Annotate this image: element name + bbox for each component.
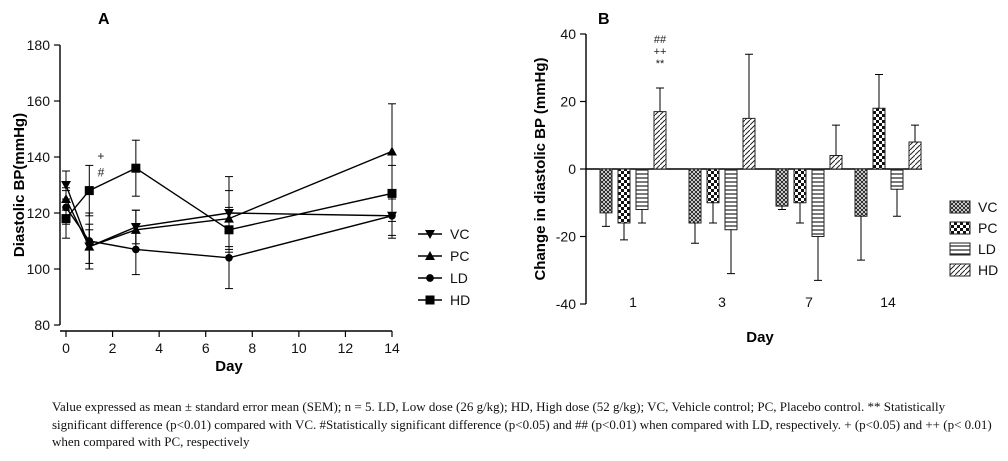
panel-a-ytick-label: 100 bbox=[27, 261, 51, 277]
data-point bbox=[387, 188, 397, 198]
panel-b-ytick-label: 20 bbox=[560, 94, 576, 110]
bar bbox=[793, 168, 807, 204]
series-vc bbox=[599, 168, 868, 261]
panel-a-y-axis-title: Diastolic BP(mmHg) bbox=[11, 113, 28, 257]
caption-text: Value expressed as mean ± standard error… bbox=[52, 399, 992, 449]
series-pc bbox=[617, 74, 886, 241]
data-point bbox=[387, 146, 397, 156]
significance-marker: ** bbox=[656, 58, 665, 70]
panel-a-xtick-label: 4 bbox=[155, 340, 163, 356]
data-point bbox=[84, 186, 94, 196]
series-hd bbox=[653, 53, 922, 170]
panel-b-category-label: 7 bbox=[805, 294, 813, 310]
panel-b-y-axis-title: Change in diastolic BP (mmHg) bbox=[532, 57, 549, 280]
panel-b-label: B bbox=[598, 11, 610, 28]
panel-a-xtick-label: 12 bbox=[338, 340, 354, 356]
data-point bbox=[224, 225, 234, 235]
bar bbox=[706, 168, 720, 204]
legend-label: PC bbox=[450, 248, 469, 264]
panel-b-category-label: 14 bbox=[880, 294, 896, 310]
panel-a-xtick-label: 10 bbox=[291, 340, 307, 356]
panel-a-ytick-label: 180 bbox=[27, 37, 51, 53]
panel-a-xtick-label: 2 bbox=[109, 340, 117, 356]
data-point bbox=[225, 253, 233, 262]
legend-label: LD bbox=[978, 241, 996, 257]
data-point bbox=[61, 214, 71, 224]
significance-marker: + bbox=[97, 149, 104, 163]
legend-label: PC bbox=[978, 220, 997, 236]
bar bbox=[724, 168, 738, 231]
significance-marker: ## bbox=[654, 34, 667, 46]
panel-a-label: A bbox=[98, 11, 110, 28]
panel-b-ytick-label: -20 bbox=[556, 229, 576, 245]
panel-b-category-label: 3 bbox=[718, 294, 726, 310]
panel-a-ytick-label: 120 bbox=[27, 205, 51, 221]
panel-a-xtick-label: 8 bbox=[248, 340, 256, 356]
legend-label: VC bbox=[450, 226, 469, 242]
legend-swatch bbox=[949, 242, 971, 256]
legend-label: HD bbox=[978, 262, 998, 278]
legend-marker bbox=[425, 251, 435, 261]
panel-b: B -40 -20 0 20 40 1 3 7 14 Day Change in diastolic … bbox=[532, 11, 998, 346]
legend-marker bbox=[426, 274, 434, 282]
panel-a-ytick-label: 140 bbox=[27, 149, 51, 165]
data-point bbox=[132, 245, 140, 254]
bar bbox=[854, 168, 868, 217]
data-point bbox=[85, 237, 94, 245]
panel-b-ytick-label: 40 bbox=[560, 26, 576, 42]
bar bbox=[829, 155, 843, 170]
panel-b-x-axis-title: Day bbox=[746, 329, 774, 346]
legend-marker bbox=[425, 295, 435, 305]
bar bbox=[635, 168, 649, 210]
series-ld bbox=[635, 168, 904, 281]
panel-a-xtick-label: 14 bbox=[384, 340, 400, 356]
bar bbox=[599, 168, 613, 214]
legend-label: HD bbox=[450, 292, 470, 308]
legend-marker bbox=[425, 229, 435, 239]
panel-a: A 80 100 120 140 160 180 0 2 4 6 8 10 12 14 Day Diastoli… bbox=[11, 11, 470, 375]
bar bbox=[617, 168, 631, 224]
panel-a-ytick-label: 80 bbox=[34, 317, 50, 333]
significance-marker: # bbox=[98, 166, 105, 180]
panel-b-ytick-label: 0 bbox=[568, 161, 576, 177]
significance-marker: ++ bbox=[654, 46, 667, 58]
legend-label: LD bbox=[450, 270, 468, 286]
bar bbox=[775, 168, 789, 207]
figure-caption: Value expressed as mean ± standard error… bbox=[52, 398, 1002, 451]
bar bbox=[653, 111, 667, 170]
data-point bbox=[131, 163, 141, 173]
bar bbox=[872, 107, 886, 170]
panel-a-ytick-label: 160 bbox=[27, 93, 51, 109]
legend-swatch bbox=[949, 200, 971, 214]
legend-label: VC bbox=[978, 199, 997, 215]
series-hd bbox=[61, 139, 397, 253]
panel-a-x-axis-title: Day bbox=[215, 358, 243, 375]
legend-swatch bbox=[949, 221, 971, 235]
legend-swatch bbox=[949, 263, 971, 277]
bar bbox=[811, 168, 825, 237]
panel-a-xtick-label: 0 bbox=[62, 340, 70, 356]
bar bbox=[890, 168, 904, 190]
panel-b-category-label: 1 bbox=[629, 294, 637, 310]
panel-b-ytick-label: -40 bbox=[556, 296, 576, 312]
bar bbox=[742, 117, 756, 170]
bar bbox=[908, 141, 922, 170]
bar bbox=[688, 168, 702, 224]
data-point bbox=[61, 180, 71, 190]
panel-a-xtick-label: 6 bbox=[202, 340, 210, 356]
